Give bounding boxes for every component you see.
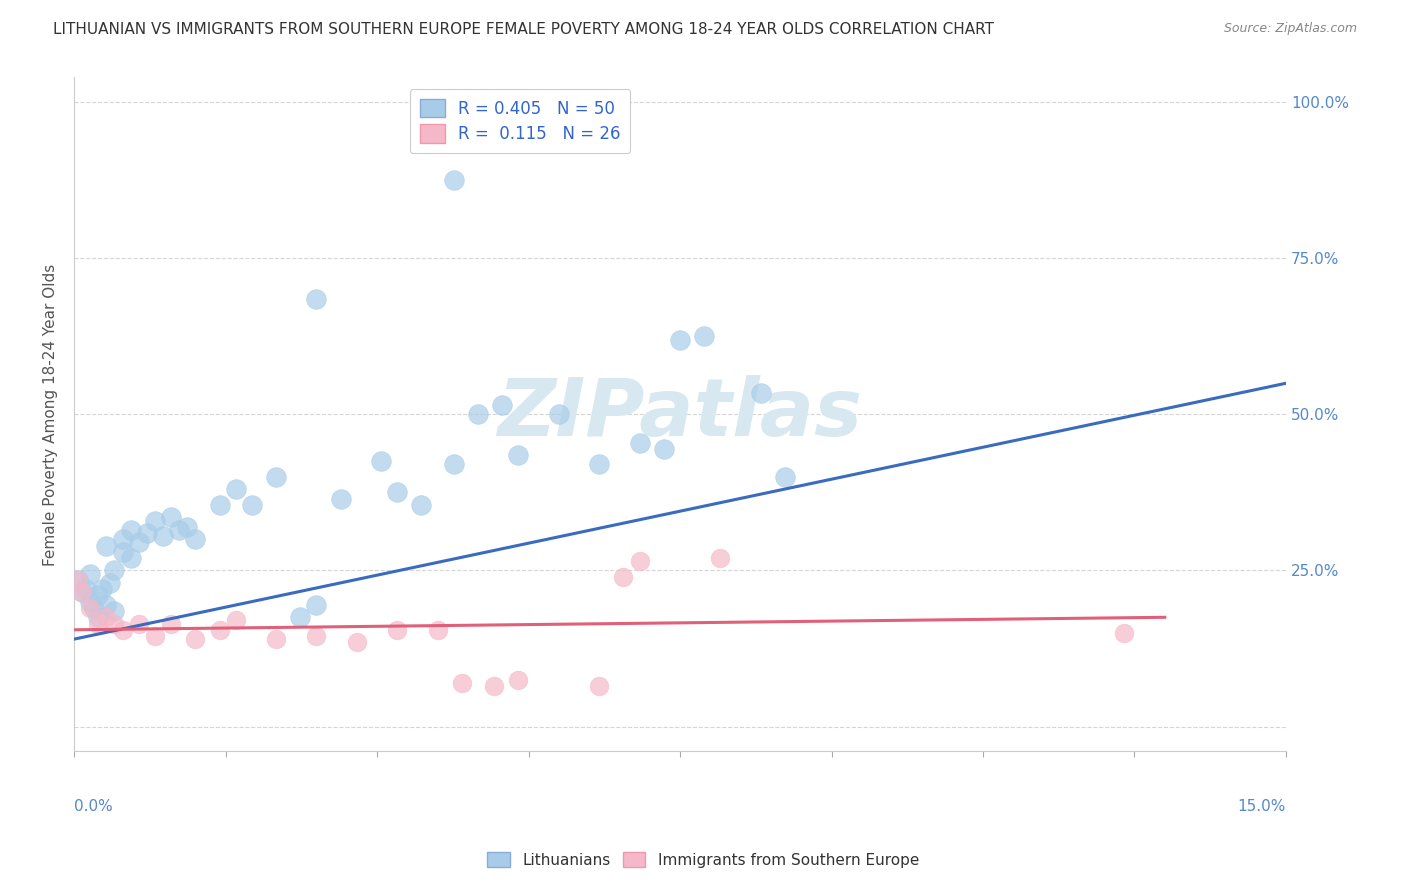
Point (128, 535, 150, 549)
Text: 15.0%: 15.0% (1237, 798, 1286, 814)
Point (128, 616, 150, 631)
Point (167, 523, 190, 537)
Point (482, 679, 505, 693)
Point (103, 616, 125, 631)
Point (612, 570, 634, 584)
Point (160, 510, 183, 524)
Point (96, 610, 118, 624)
Point (225, 614, 247, 628)
Point (111, 545, 134, 559)
Point (70, 585, 93, 599)
Point (443, 173, 465, 187)
Point (160, 616, 183, 631)
Point (370, 454, 392, 468)
Point (387, 485, 409, 500)
Point (508, 673, 530, 687)
Point (208, 623, 231, 637)
Point (79, 601, 101, 615)
Point (83, 601, 105, 615)
Point (628, 435, 651, 450)
Point (79, 595, 101, 609)
Point (67, 573, 90, 587)
Point (91, 582, 114, 597)
Point (329, 491, 352, 506)
Point (588, 458, 610, 472)
Point (305, 292, 328, 306)
Point (240, 498, 263, 512)
Point (749, 385, 772, 400)
Point (1114, 626, 1136, 640)
Point (387, 623, 409, 637)
Text: 0.0%: 0.0% (75, 798, 112, 814)
Y-axis label: Female Poverty Among 18-24 Year Olds: Female Poverty Among 18-24 Year Olds (44, 263, 58, 566)
Legend: R = 0.405   N = 50, R =  0.115   N = 26: R = 0.405 N = 50, R = 0.115 N = 26 (409, 89, 630, 153)
Point (451, 676, 474, 690)
Point (87, 616, 110, 631)
Point (264, 632, 287, 647)
Point (79, 566, 101, 581)
Point (176, 520, 198, 534)
Point (225, 483, 247, 497)
Point (264, 470, 287, 484)
Point (103, 604, 125, 618)
Point (143, 514, 166, 528)
Point (87, 589, 110, 603)
Point (120, 551, 142, 566)
Point (70, 585, 93, 599)
Point (67, 573, 90, 587)
Point (290, 610, 312, 624)
Point (143, 629, 166, 643)
Text: LITHUANIAN VS IMMIGRANTS FROM SOUTHERN EUROPE FEMALE POVERTY AMONG 18-24 YEAR OL: LITHUANIAN VS IMMIGRANTS FROM SOUTHERN E… (53, 22, 994, 37)
Point (152, 529, 174, 543)
Point (443, 458, 465, 472)
Point (135, 526, 157, 541)
Point (184, 632, 207, 647)
Text: ZIPatlas: ZIPatlas (498, 376, 862, 453)
Point (184, 533, 207, 547)
Point (103, 564, 125, 578)
Point (96, 598, 118, 612)
Point (87, 610, 110, 624)
Point (120, 523, 142, 537)
Text: Source: ZipAtlas.com: Source: ZipAtlas.com (1223, 22, 1357, 36)
Point (628, 554, 651, 568)
Point (346, 635, 368, 649)
Point (467, 408, 489, 422)
Point (508, 448, 530, 462)
Point (491, 398, 513, 412)
Point (305, 629, 328, 643)
Point (411, 498, 433, 512)
Point (709, 551, 731, 566)
Point (111, 533, 134, 547)
Point (305, 598, 328, 612)
Point (75, 582, 97, 597)
Point (426, 623, 449, 637)
Point (100, 576, 122, 591)
Point (773, 470, 796, 484)
Point (652, 442, 675, 456)
Point (669, 333, 692, 347)
Point (111, 623, 134, 637)
Point (693, 329, 716, 343)
Point (96, 539, 118, 553)
Point (588, 679, 610, 693)
Legend: Lithuanians, Immigrants from Southern Europe: Lithuanians, Immigrants from Southern Eu… (481, 846, 925, 873)
Point (547, 408, 569, 422)
Point (208, 498, 231, 512)
